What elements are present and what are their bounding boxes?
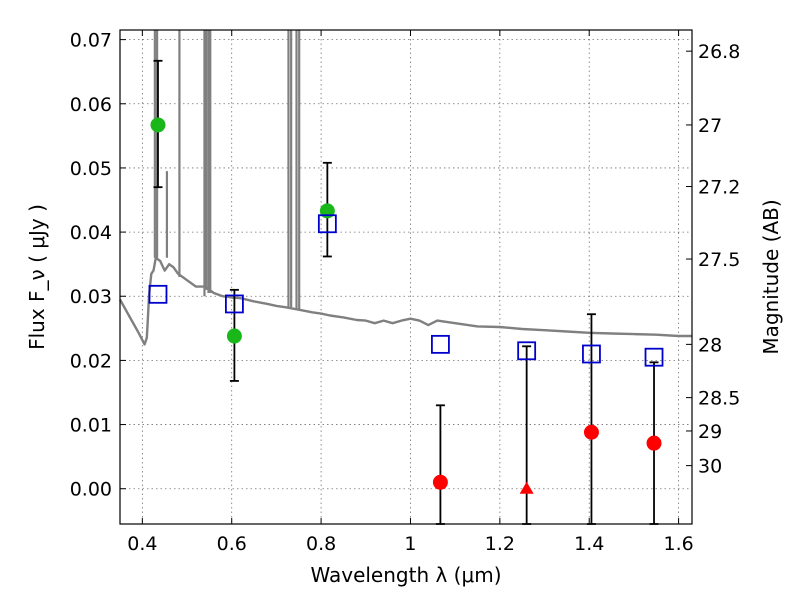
x-tick-label: 1.2: [485, 533, 515, 555]
model-flux-square: [317, 214, 337, 234]
model-spectrum-line: [118, 256, 692, 346]
grid: [120, 30, 692, 524]
x-tick-label: 0.8: [306, 533, 336, 555]
x-tick-label: 0.6: [217, 533, 247, 555]
axis-ticks: 0.4 0.6 0.8 1 1.2 1.4 1.6 0.00 0.01 0.02 0.03 0.04 0…: [70, 30, 741, 555]
y-axis-label: Flux F_ν ( μJy ): [25, 204, 49, 350]
y-tick-label: 0.03: [70, 286, 112, 308]
plot-frame: [119, 29, 693, 525]
mag-tick-label: 27.5: [698, 249, 740, 271]
x-tick-label: 1: [404, 533, 416, 555]
data-point: [150, 117, 166, 133]
y-tick-label: 0.00: [70, 479, 112, 501]
y-tick-label: 0.02: [70, 350, 112, 372]
y-axis-label-right: Magnitude (AB): [759, 199, 783, 354]
mag-tick-label: 28.5: [698, 388, 740, 410]
model-flux-square: [431, 334, 450, 354]
model-flux-square: [517, 341, 537, 361]
x-tick-label: 1.4: [574, 533, 604, 555]
model-spectrum: [118, 30, 692, 346]
x-tick-label: 1.6: [663, 533, 693, 555]
data-point: [583, 424, 599, 440]
y-tick-label: 0.06: [70, 94, 112, 116]
model-flux-square: [644, 347, 664, 367]
data-point: [226, 328, 242, 344]
mag-tick-label: 30: [698, 456, 722, 478]
data-point: [319, 203, 335, 219]
mag-tick-label: 26.8: [698, 41, 740, 63]
mag-tick-label: 28: [698, 334, 722, 356]
y-tick-label: 0.05: [70, 158, 112, 180]
model-flux-square: [582, 344, 601, 364]
mag-tick-label: 27.2: [698, 177, 740, 199]
data-point-triangle: [519, 481, 534, 494]
y-tick-label: 0.04: [70, 222, 112, 244]
model-flux-square: [224, 294, 244, 314]
model-flux-square: [148, 284, 168, 304]
mag-tick-label: 27: [698, 115, 722, 137]
y-tick-label: 0.07: [70, 30, 112, 52]
data-point: [432, 474, 448, 490]
data-points: [148, 59, 664, 525]
data-point: [646, 435, 662, 451]
y-tick-label: 0.01: [70, 415, 112, 437]
x-tick-label: 0.4: [127, 533, 157, 555]
mag-tick-label: 29: [698, 421, 722, 443]
x-axis-label: Wavelength λ (μm): [310, 563, 501, 587]
